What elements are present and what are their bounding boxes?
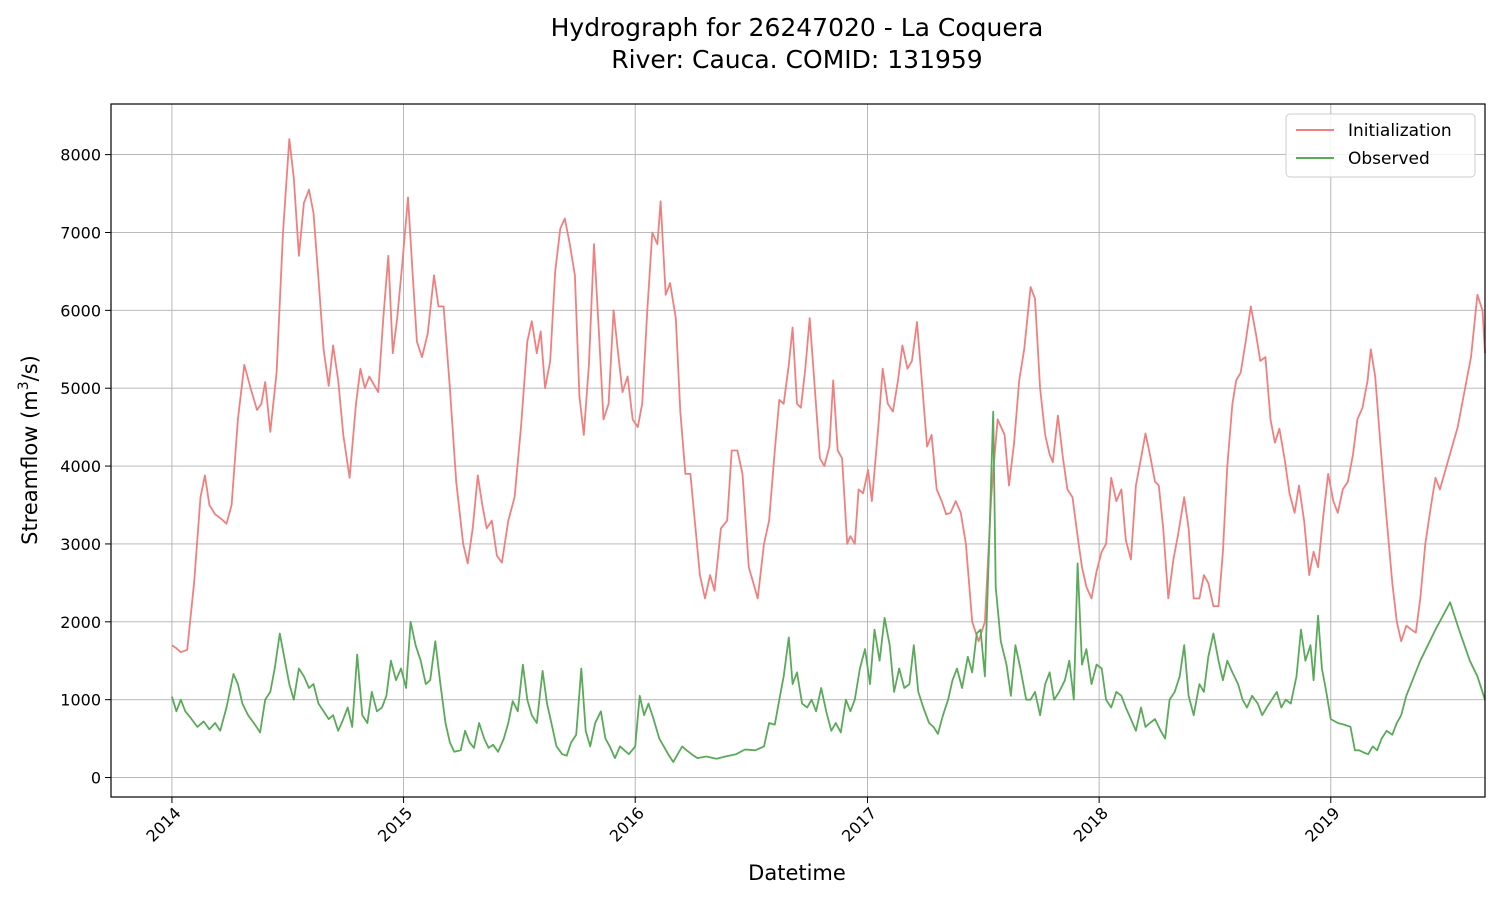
- y-tick-label: 2000: [60, 613, 101, 632]
- y-gridlines: [111, 154, 1485, 778]
- chart-subtitle: River: Cauca. COMID: 131959: [611, 45, 982, 74]
- legend: Initialization Observed: [1285, 113, 1476, 178]
- y-tick-label: 4000: [60, 457, 101, 476]
- y-tick-label: 0: [91, 769, 101, 788]
- y-tick-label: 6000: [60, 301, 101, 320]
- y-axis-label-main: Streamflow (m: [18, 390, 42, 545]
- series-layer: [171, 138, 1486, 763]
- x-axis-ticks: 2014 2015 2016 2017 2018 2019: [142, 797, 1344, 846]
- y-axis-label-end: /s): [18, 355, 42, 381]
- x-gridlines: [171, 104, 1332, 797]
- series-line-observed: [171, 410, 1486, 763]
- y-tick-label: 3000: [60, 535, 101, 554]
- y-tick-label: 7000: [60, 223, 101, 242]
- x-tick-label: 2019: [1301, 803, 1343, 845]
- x-tick-label: 2017: [838, 803, 880, 845]
- series-line-initialization: [171, 138, 1486, 654]
- y-axis-label: Streamflow (m3/s): [16, 355, 42, 545]
- y-tick-label: 1000: [60, 691, 101, 710]
- y-axis-ticks: 0 1000 2000 3000 4000 5000 6000 7000 8000: [60, 146, 111, 788]
- x-tick-label: 2016: [606, 803, 648, 845]
- x-tick-label: 2018: [1070, 803, 1112, 845]
- y-tick-label: 5000: [60, 379, 101, 398]
- x-tick-label: 2014: [142, 803, 184, 845]
- legend-label-observed: Observed: [1348, 149, 1430, 169]
- x-tick-label: 2015: [374, 803, 416, 845]
- x-axis-label: Datetime: [748, 861, 846, 885]
- y-tick-label: 8000: [60, 146, 101, 165]
- plot-frame: [110, 103, 1486, 798]
- y-axis-label-superscript: 3: [16, 381, 32, 390]
- legend-label-initialization: Initialization: [1348, 121, 1452, 141]
- chart-title: Hydrograph for 26247020 - La Coquera: [551, 13, 1044, 42]
